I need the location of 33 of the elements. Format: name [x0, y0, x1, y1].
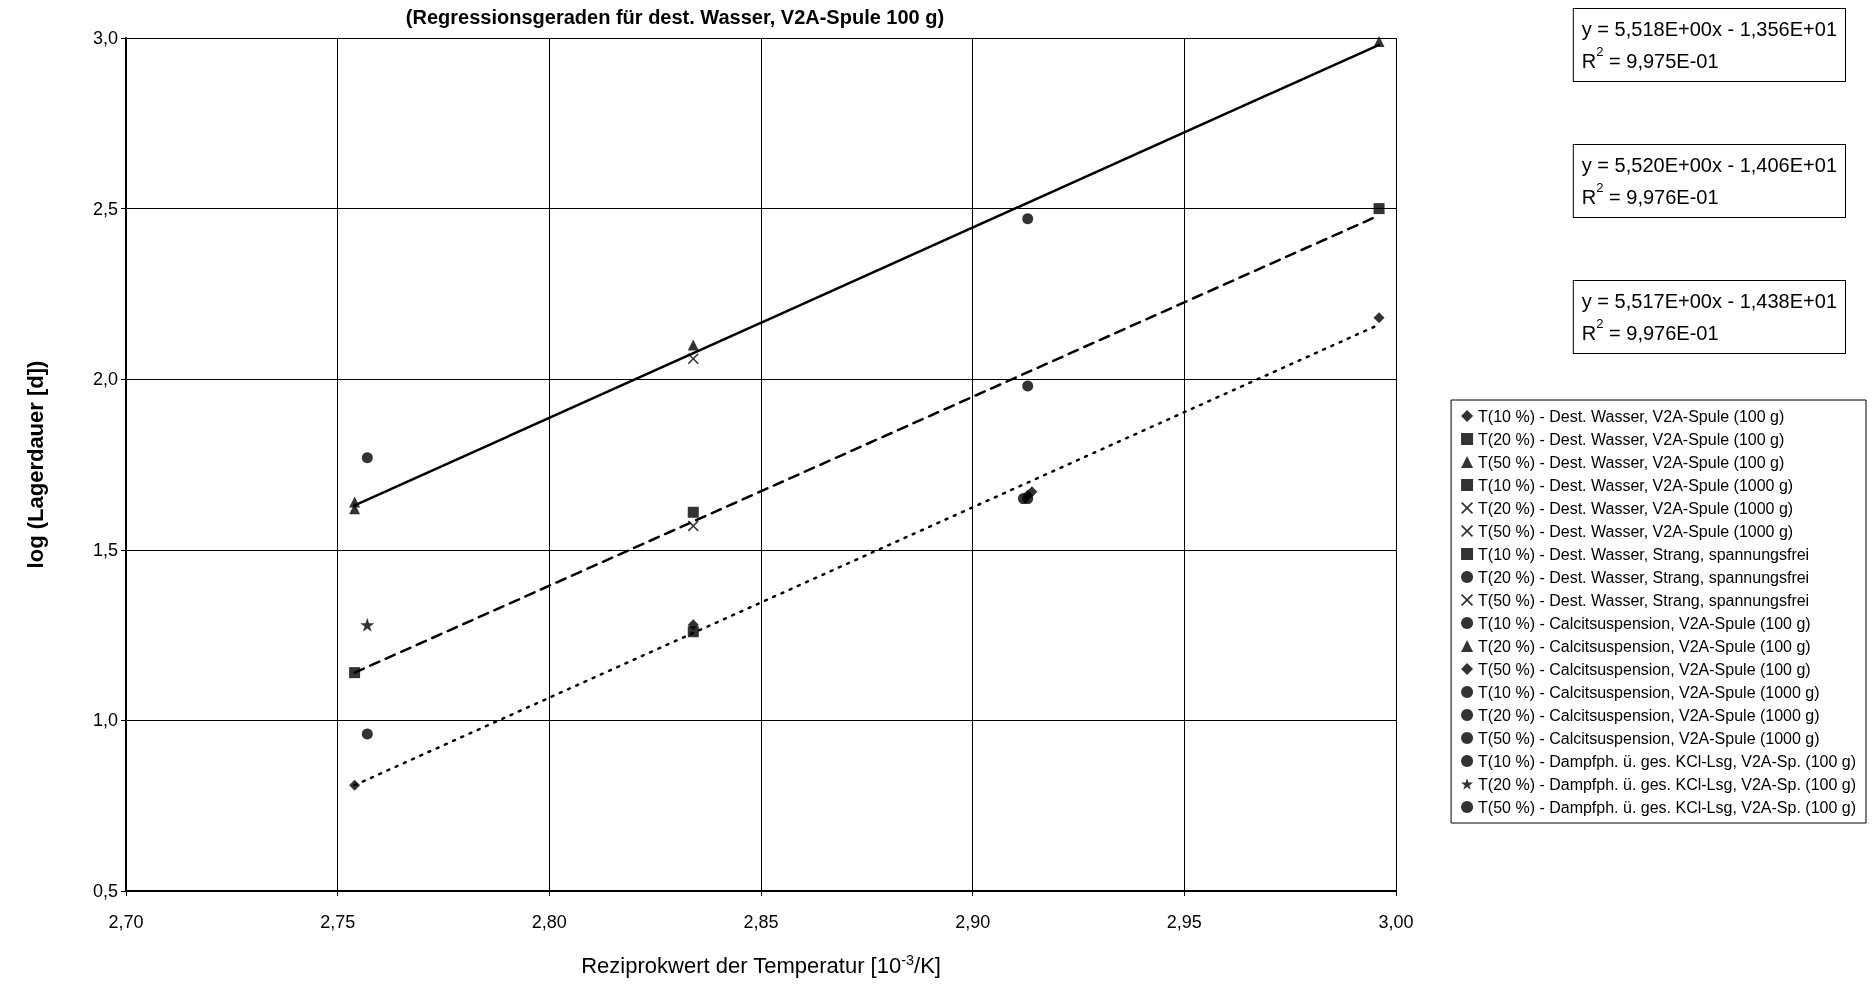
legend-label: T(10 %) - Calcitsuspension, V2A-Spule (100 g) — [1478, 614, 1811, 632]
legend-label: T(10 %) - Dest. Wasser, V2A-Spule (100 g) — [1478, 407, 1785, 425]
legend-label: T(20 %) - Dest. Wasser, V2A-Spule (1000 g) — [1478, 499, 1794, 517]
y-tick-label: 3,0 — [92, 28, 118, 48]
legend-label: T(10 %) - Dest. Wasser, V2A-Spule (1000 g) — [1478, 476, 1794, 494]
y-axis-title: log (Lagerdauer [d]) — [22, 360, 48, 569]
legend-label: T(50 %) - Calcitsuspension, V2A-Spule (100 g) — [1478, 660, 1811, 678]
x-tick-label: 2,85 — [743, 912, 779, 932]
chart-title: (Regressionsgeraden für dest. Wasser, V2A-Spule 100 g) — [405, 6, 945, 28]
legend-label: T(20 %) - Dest. Wasser, V2A-Spule (100 g) — [1478, 430, 1785, 448]
x-tick-label: 2,75 — [320, 912, 356, 932]
legend-label: T(50 %) - Calcitsuspension, V2A-Spule (1000 g) — [1478, 729, 1820, 747]
y-tick-label: 0,5 — [92, 881, 118, 901]
legend-label: T(50 %) - Dampfph. ü. ges. KCl-Lsg, V2A-Sp. (100 g) — [1478, 798, 1857, 816]
x-tick-label: 3,00 — [1378, 912, 1414, 932]
x-tick-label: 2,80 — [531, 912, 567, 932]
legend-label: T(50 %) - Dest. Wasser, V2A-Spule (1000 g) — [1478, 522, 1794, 540]
y-tick-label: 2,5 — [92, 198, 118, 219]
x-tick-label: 2,95 — [1166, 912, 1202, 932]
legend-label: T(20 %) - Dest. Wasser, Strang, spannungsfrei — [1478, 568, 1810, 586]
x-tick-label: 2,90 — [955, 912, 991, 932]
legend-label: T(10 %) - Dampfph. ü. ges. KCl-Lsg, V2A-Sp. (100 g) — [1478, 752, 1857, 770]
y-tick-label: 1,0 — [92, 710, 118, 731]
legend-label: T(50 %) - Dest. Wasser, Strang, spannungsfrei — [1478, 591, 1810, 609]
legend-label: T(10 %) - Dest. Wasser, Strang, spannungsfrei — [1478, 545, 1810, 563]
legend-label: T(20 %) - Calcitsuspension, V2A-Spule (1000 g) — [1478, 706, 1820, 724]
legend-label: T(10 %) - Calcitsuspension, V2A-Spule (1000 g) — [1478, 683, 1820, 701]
y-tick-label: 1,5 — [92, 539, 118, 560]
legend-label: T(50 %) - Dest. Wasser, V2A-Spule (100 g) — [1478, 453, 1785, 471]
legend-label: T(20 %) - Calcitsuspension, V2A-Spule (100 g) — [1478, 637, 1811, 655]
x-tick-label: 2,70 — [108, 912, 144, 932]
legend-label: T(20 %) - Dampfph. ü. ges. KCl-Lsg, V2A-Sp. (100 g) — [1478, 775, 1857, 793]
y-tick-label: 2,0 — [92, 369, 118, 390]
